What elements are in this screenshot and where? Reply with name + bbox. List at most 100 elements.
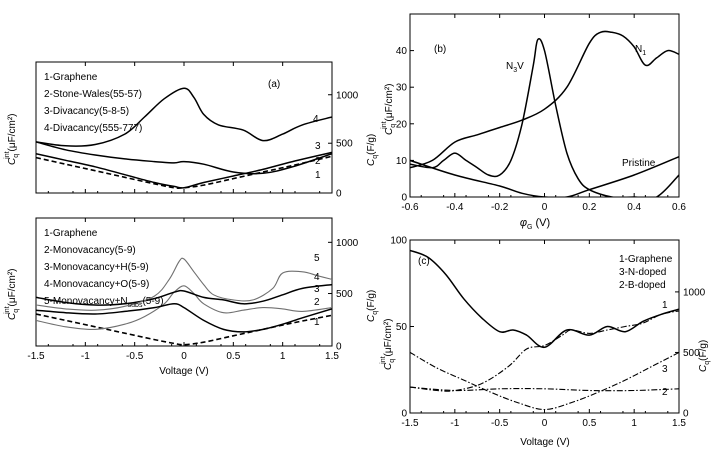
curve-label: 1 — [314, 317, 320, 328]
series-line-1 — [36, 313, 332, 346]
y-tick-label-right: 500 — [683, 348, 700, 359]
legend-entry: 2-B-doped — [619, 280, 666, 291]
x-tick-label: 0.5 — [226, 351, 240, 362]
x-tick-label: -1.5 — [27, 351, 45, 362]
curve-label: 1 — [315, 170, 321, 181]
series-line-4 — [36, 87, 332, 147]
legend-entry: 4-Monovacancy+O(5-9) — [44, 279, 149, 290]
x-tick-label: 0.4 — [627, 202, 641, 213]
y-axis-label-left: Cqint(μF/cm²) — [380, 318, 396, 370]
y-tick-label-left: 100 — [390, 236, 407, 247]
series-line-2 — [36, 285, 332, 331]
x-tick-label: 0.2 — [582, 202, 596, 213]
y-tick-label-left: 30 — [396, 83, 408, 94]
x-tick-label: -0.5 — [126, 351, 144, 362]
series-line-4 — [36, 283, 332, 306]
series-line-5 — [36, 257, 332, 311]
y-tick-label-right: 500 — [336, 289, 353, 300]
y-tick-label-left: 20 — [396, 119, 408, 130]
curve-label: 5 — [314, 253, 320, 264]
curve-label: 1 — [662, 300, 668, 311]
series-label-n3v: N3V — [506, 61, 524, 74]
series-line-1 — [410, 351, 679, 411]
series-line-2 — [410, 38, 679, 197]
y-tick-label-left: 10 — [396, 156, 408, 167]
panel-a: 1000 500 0 (a) 1-Graphene 2-Stone-Wales(55-57… — [4, 61, 379, 200]
legend-entry: 4-Divacancy(555-777) — [44, 123, 142, 134]
series-line-2 — [36, 151, 332, 189]
x-tick-label: -0.2 — [491, 202, 509, 213]
curve-label: 3 — [662, 364, 668, 375]
x-tick-label: 0.6 — [672, 202, 686, 213]
y-tick-label-left: 0 — [401, 409, 407, 420]
x-tick-label: -0.5 — [491, 418, 509, 429]
y-axis-label-right: Cq(F/g) — [366, 134, 379, 166]
curve-label: 2 — [315, 156, 321, 167]
x-tick-label: -1 — [450, 418, 459, 429]
y-axis-label-left: Cqint(μF/cm²) — [381, 83, 397, 135]
series-line-3 — [36, 303, 332, 333]
series-line-4 — [410, 386, 679, 392]
curve-label: 2 — [314, 297, 320, 308]
x-tick-label: 0 — [542, 202, 548, 213]
plot-frame — [409, 239, 680, 414]
legend-entry: 1-Graphene — [619, 254, 673, 265]
x-axis-label: Voltage (V) — [520, 437, 569, 448]
x-tick-label: 0 — [542, 418, 548, 429]
y-tick-label-right: 500 — [336, 139, 353, 150]
y-axis-label-right: Cq(F/g) — [698, 340, 711, 372]
y-tick-label-left: 40 — [396, 46, 408, 57]
x-tick-label: 1 — [631, 418, 637, 429]
x-tick-label: -1 — [81, 351, 90, 362]
x-tick-label: 0 — [181, 351, 187, 362]
series-line-3 — [410, 156, 679, 197]
x-axis-label: Voltage (V) — [159, 366, 208, 377]
y-axis-label-left: Cqint(μF/cm²) — [4, 268, 20, 320]
panel-label: (a) — [268, 79, 280, 90]
curve-label: 4 — [314, 272, 320, 283]
legend-entry: 3-Divacancy(5-8-5) — [44, 106, 129, 117]
series-line-3 — [36, 141, 332, 175]
panel-bottom-left: -1.5 -1 -0.5 0 0.5 1 1.5 1000 500 0 1-Graphene 2-Mo… — [4, 217, 379, 377]
y-tick-label-right: 0 — [336, 342, 342, 353]
series-line-3 — [410, 310, 679, 392]
x-tick-label: 0.5 — [582, 418, 596, 429]
x-axis-label: φG (V) — [520, 217, 550, 231]
x-tick-label: 1.5 — [325, 351, 339, 362]
series-line-2 — [410, 249, 679, 349]
legend-entry: 2-Stone-Wales(55-57) — [44, 89, 142, 100]
y-axis-label-right: Cq(F/g) — [366, 290, 379, 322]
y-tick-label-right: 1000 — [336, 90, 359, 101]
y-axis-label-left: Cqint(μF/cm²) — [4, 113, 20, 165]
x-tick-label: -1.5 — [401, 418, 419, 429]
y-tick-label-left: 0 — [401, 193, 407, 204]
x-tick-label: 1 — [280, 351, 286, 362]
x-tick-label: -0.6 — [401, 202, 419, 213]
curve-label: 4 — [313, 114, 319, 125]
legend-entry: 3-N-doped — [619, 267, 666, 278]
curve-label: 3 — [315, 141, 321, 152]
y-tick-label-right: 0 — [683, 409, 689, 420]
curve-label: 2 — [662, 387, 668, 398]
panel-label: (b) — [434, 44, 446, 55]
x-tick-label: -0.4 — [446, 202, 464, 213]
plot-frame — [409, 13, 680, 198]
panel-b: -0.6 -0.4 -0.2 0 0.2 0.4 0.6 0 10 20 30 40 (b) N1 N3V P… — [381, 13, 686, 231]
legend-entry: 1-Graphene — [44, 72, 98, 83]
y-tick-label-right: 1000 — [336, 238, 359, 249]
x-tick-label: 1.5 — [672, 418, 686, 429]
series-line-1 — [410, 30, 679, 169]
series-label-n1: N1 — [635, 44, 646, 57]
legend-entry: 3-Monovacancy+H(5-9) — [44, 262, 149, 273]
legend-entry: 5-Monovacancy+Nsubs(5-9) — [44, 296, 164, 309]
y-tick-label-right: 1000 — [683, 287, 706, 298]
legend-entry: 2-Monovacancy(5-9) — [44, 245, 136, 256]
y-tick-label-left: 50 — [396, 322, 408, 333]
curve-label: 3 — [314, 284, 320, 295]
legend-entry: 1-Graphene — [44, 228, 98, 239]
y-tick-label-right: 0 — [336, 189, 342, 200]
series-label-pristine: Pristine — [622, 158, 656, 169]
panel-label: (c) — [418, 256, 430, 267]
